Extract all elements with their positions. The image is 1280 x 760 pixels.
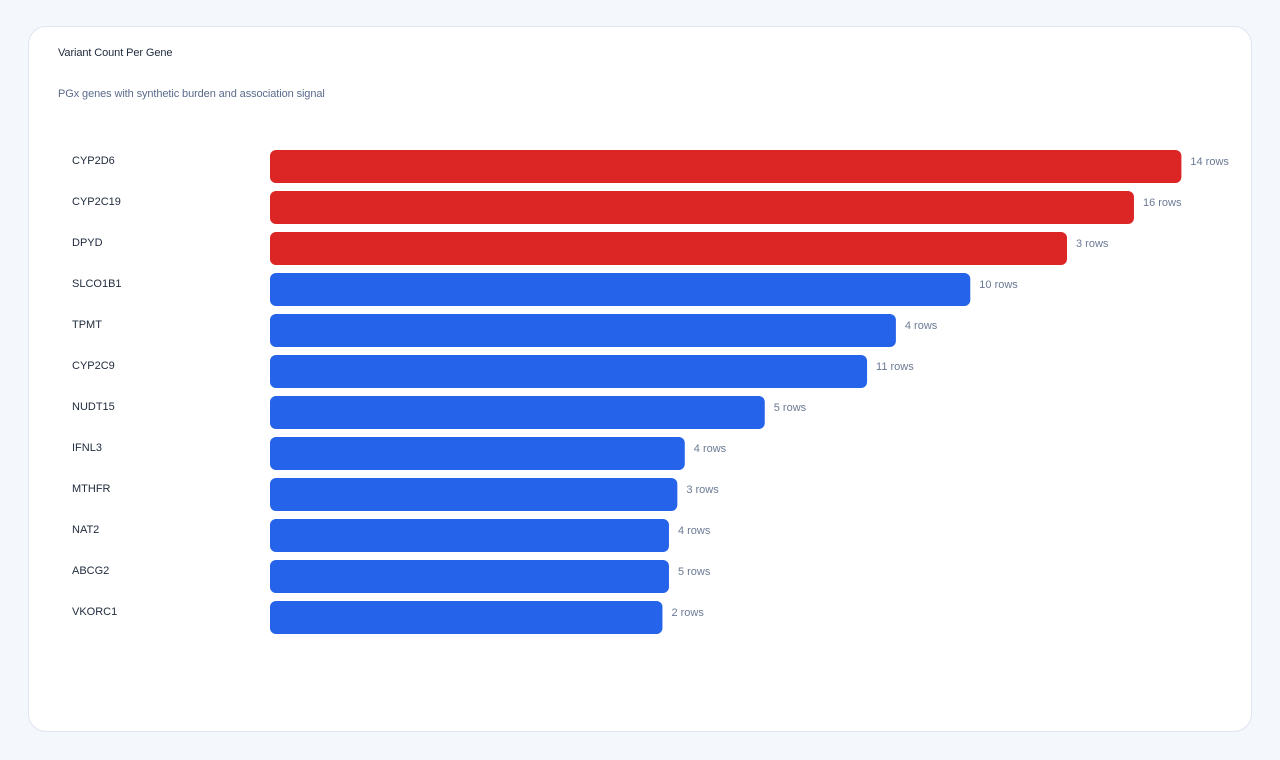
bar-row: CYP2C19 16 rows (72, 191, 1182, 224)
data-label: 4 rows (694, 443, 727, 455)
bar-row: SLCO1B1 10 rows (72, 273, 1018, 306)
bar-row: NAT2 4 rows (72, 519, 711, 552)
bar-row: CYP2D6 14 rows (72, 150, 1229, 183)
category-label: VKORC1 (72, 606, 117, 618)
bar[interactable] (270, 560, 669, 593)
category-label: NUDT15 (72, 401, 115, 413)
bar-row: IFNL3 4 rows (72, 437, 727, 470)
bar-row: CYP2C9 11 rows (72, 355, 914, 388)
data-label: 2 rows (671, 607, 704, 619)
data-label: 14 rows (1190, 156, 1229, 168)
category-label: IFNL3 (72, 442, 102, 454)
bar-row: ABCG2 5 rows (72, 560, 711, 593)
category-label: NAT2 (72, 524, 99, 536)
bar-row: TPMT 4 rows (72, 314, 938, 347)
bar[interactable] (270, 273, 971, 306)
data-label: 3 rows (686, 484, 719, 496)
category-label: MTHFR (72, 483, 111, 495)
bar[interactable] (270, 437, 685, 470)
category-label: ABCG2 (72, 565, 109, 577)
bar[interactable] (270, 396, 765, 429)
category-label: CYP2C19 (72, 196, 121, 208)
bar[interactable] (270, 150, 1182, 183)
chart-card: Variant Count Per Gene PGx genes with sy… (28, 26, 1252, 732)
bar[interactable] (270, 314, 896, 347)
bar-row: VKORC1 2 rows (72, 601, 704, 634)
bar[interactable] (270, 601, 663, 634)
chart-title: Variant Count Per Gene (58, 47, 173, 59)
data-label: 16 rows (1143, 197, 1182, 209)
bar-row: MTHFR 3 rows (72, 478, 719, 511)
bar-row: DPYD 3 rows (72, 232, 1109, 265)
data-label: 3 rows (1076, 238, 1109, 250)
bar[interactable] (270, 478, 678, 511)
bar[interactable] (270, 191, 1134, 224)
data-label: 11 rows (876, 361, 914, 373)
category-label: DPYD (72, 237, 103, 249)
bar[interactable] (270, 519, 669, 552)
category-label: CYP2C9 (72, 360, 115, 372)
bar-chart: CYP2D6 14 rows CYP2C19 16 rows DPYD 3 rows SLC… (72, 150, 1229, 634)
bar-row: NUDT15 5 rows (72, 396, 807, 429)
data-label: 4 rows (905, 320, 938, 332)
category-label: CYP2D6 (72, 155, 115, 167)
bar[interactable] (270, 232, 1068, 265)
data-label: 10 rows (979, 279, 1018, 291)
category-label: TPMT (72, 319, 102, 331)
data-label: 5 rows (678, 566, 711, 578)
data-label: 5 rows (774, 402, 807, 414)
chart-subtitle: PGx genes with synthetic burden and asso… (58, 88, 325, 100)
bar[interactable] (270, 355, 868, 388)
data-label: 4 rows (678, 525, 711, 537)
category-label: SLCO1B1 (72, 278, 122, 290)
